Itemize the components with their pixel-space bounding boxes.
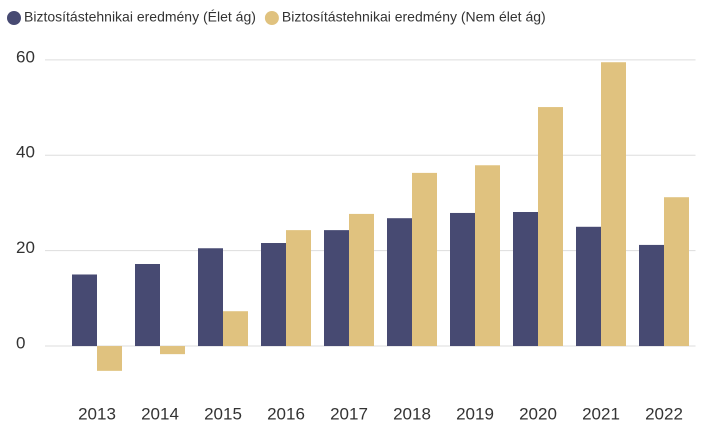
x-tick-label: 2020 [519,404,557,423]
x-tick-label: 2019 [456,404,494,423]
bar [576,226,601,347]
legend-label: Biztosítástehnikai eredmény (Élet ág) [24,9,256,25]
y-tick-label: 0 [16,334,25,353]
bar [261,243,286,347]
x-tick-label: 2021 [582,404,620,423]
bar [450,212,475,347]
bar [97,346,122,371]
bar [198,248,223,347]
bar [639,244,664,347]
bar [160,346,185,355]
y-tick-label: 60 [16,47,35,66]
bar [412,172,437,347]
legend-swatch [264,11,279,25]
bar [349,213,374,347]
bar [538,107,563,347]
bar [513,212,538,347]
bar [475,165,500,347]
bar [135,263,160,347]
y-tick-label: 20 [16,238,35,257]
bar [664,197,689,347]
x-tick-label: 2022 [645,404,683,423]
bar [324,230,349,347]
bar [601,62,626,347]
bar [223,311,248,347]
x-tick-label: 2016 [267,404,305,423]
y-tick-label: 40 [16,143,35,162]
x-tick-label: 2018 [393,404,431,423]
legend-swatch [7,11,21,25]
legend-label: Biztosítástehnikai eredmény (Nem élet ág… [282,9,546,25]
bar [286,230,311,347]
bar [72,274,97,347]
bar [387,218,412,347]
x-tick-label: 2017 [330,404,368,423]
x-tick-label: 2014 [141,404,179,423]
x-tick-label: 2013 [78,404,116,423]
x-tick-label: 2015 [204,404,242,423]
